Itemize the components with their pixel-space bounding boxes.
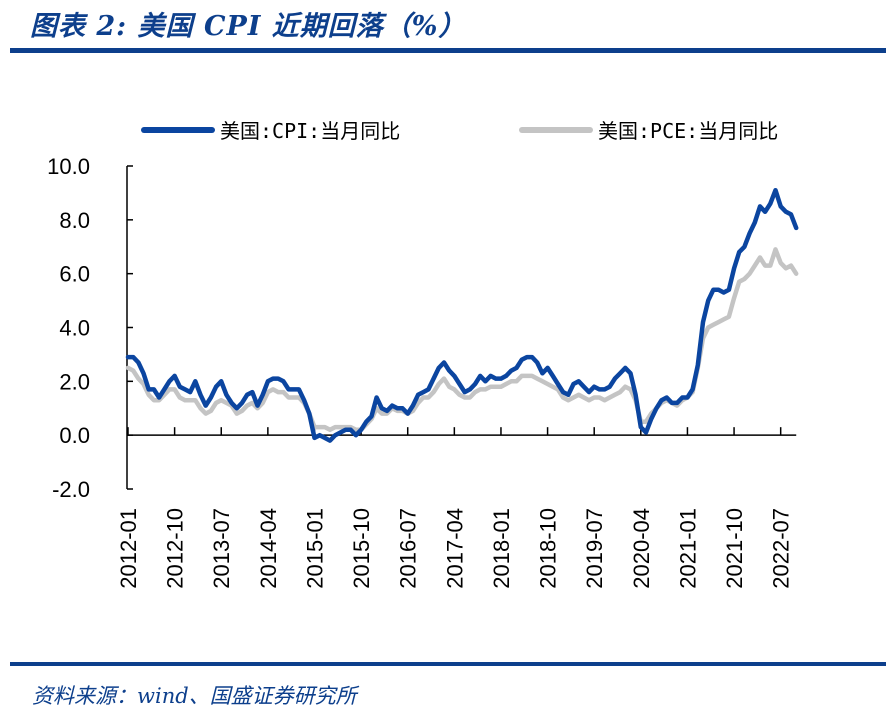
x-tick-label: 2017-04 [442, 508, 467, 589]
x-tick-label: 2013-07 [209, 508, 234, 589]
legend-label-cpi: 美国:CPI:当月同比 [220, 119, 400, 143]
footer-rule [10, 662, 886, 666]
figure-title: 图表 2: 美国 CPI 近期回落（%） [30, 11, 467, 42]
legend-label-pce: 美国:PCE:当月同比 [598, 119, 778, 143]
x-tick-label: 2014-04 [256, 508, 281, 589]
x-tick-label: 2012-10 [163, 508, 188, 589]
x-tick-label: 2012-01 [116, 508, 141, 589]
y-tick-label: 6.0 [59, 262, 90, 287]
y-tick-label: 2.0 [59, 369, 90, 394]
pce-series-line [125, 247, 799, 433]
x-tick-label: 2021-01 [675, 508, 700, 589]
source-note: 资料来源：wind、国盛证券研究所 [32, 684, 357, 708]
x-tick-label: 2015-01 [302, 508, 327, 589]
y-tick-label: 0.0 [59, 423, 90, 448]
y-axis: 10.0 8.0 6.0 4.0 2.0 0.0 -2.0 [47, 154, 133, 502]
title-rule [10, 48, 886, 53]
y-tick-label: -2.0 [52, 477, 90, 502]
x-axis: 2012-01 2012-10 2013-07 2014-04 2015-01 2015-… [116, 427, 797, 589]
line-chart: 美国:CPI:当月同比 美国:PCE:当月同比 10.0 8.0 6.0 4.0 2.0… [47, 119, 799, 589]
x-tick-label: 2015-10 [349, 508, 374, 589]
x-tick-label: 2018-01 [489, 508, 514, 589]
y-tick-label: 8.0 [59, 208, 90, 233]
cpi-series-line [125, 187, 799, 443]
x-tick-label: 2019-07 [582, 508, 607, 589]
x-tick-label: 2020-04 [629, 508, 654, 589]
y-tick-label: 10.0 [47, 154, 90, 179]
x-tick-label: 2016-07 [396, 508, 421, 589]
series-group [125, 187, 799, 443]
y-tick-label: 4.0 [59, 316, 90, 341]
x-tick-label: 2022-07 [769, 508, 794, 589]
x-tick-label: 2021-10 [722, 508, 747, 589]
x-tick-label: 2018-10 [536, 508, 561, 589]
legend: 美国:CPI:当月同比 美国:PCE:当月同比 [141, 119, 778, 143]
